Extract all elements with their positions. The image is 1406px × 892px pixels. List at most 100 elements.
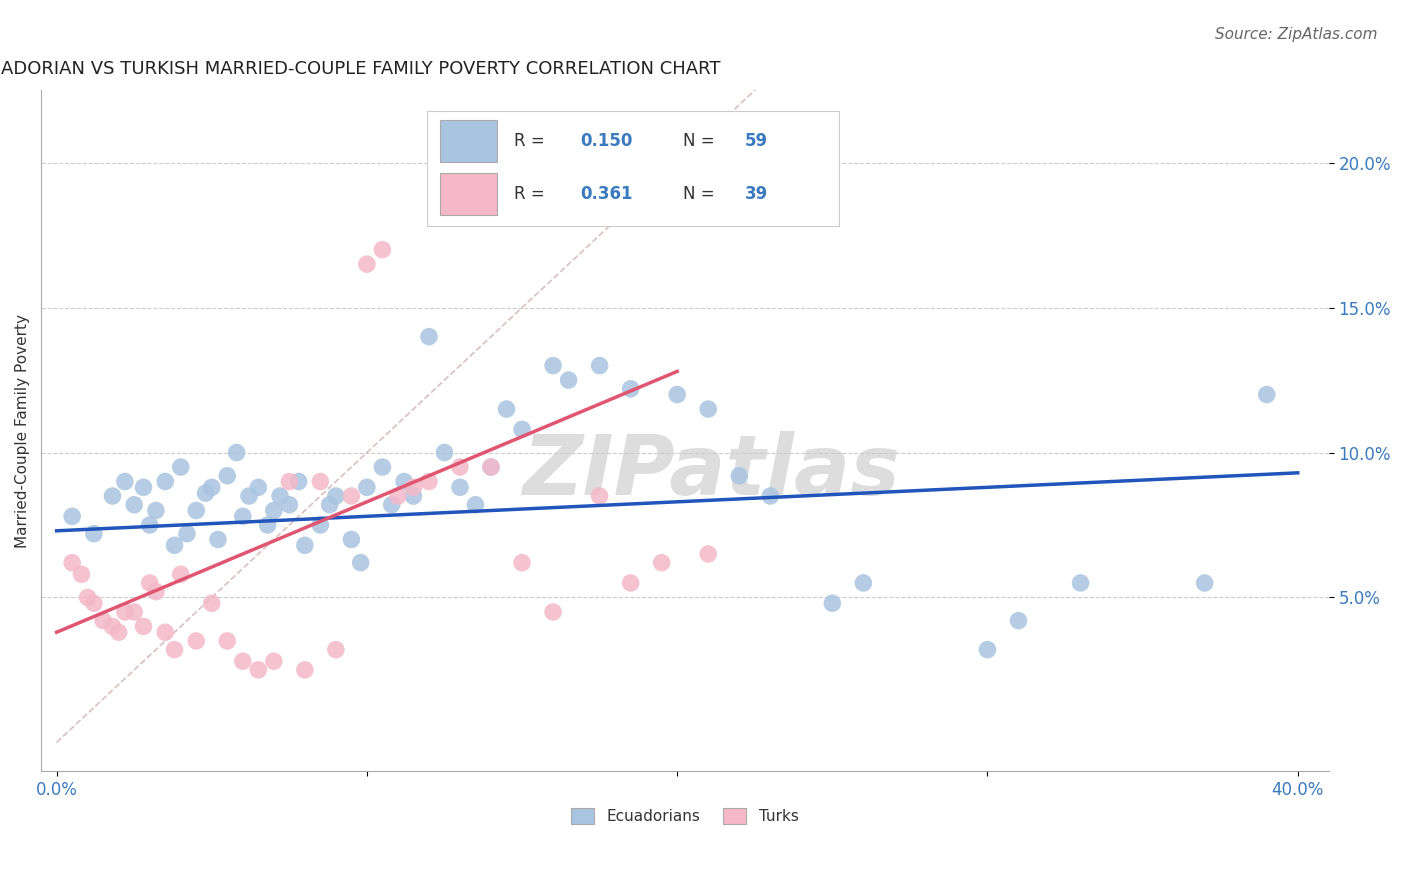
Point (1256, 387, 1278, 401)
Point (541, 359, 564, 373)
Point (83, 596, 105, 610)
Point (194, 486, 217, 500)
Point (247, 663, 270, 677)
Point (132, 480, 155, 494)
Point (232, 654, 254, 668)
Point (114, 605, 136, 619)
Point (122, 498, 145, 512)
Point (186, 503, 208, 517)
Point (697, 547, 720, 561)
Point (122, 605, 145, 619)
Point (340, 533, 363, 547)
Point (418, 329, 440, 343)
Point (620, 382, 643, 396)
Point (588, 359, 610, 373)
Point (186, 634, 208, 648)
Point (1007, 614, 1029, 628)
Point (294, 538, 316, 552)
Point (309, 518, 332, 533)
Point (101, 619, 124, 633)
Point (91, 614, 114, 628)
Point (163, 538, 186, 552)
Point (170, 460, 193, 475)
Point (155, 475, 177, 489)
Point (138, 576, 160, 591)
Point (356, 257, 378, 271)
Point (510, 422, 533, 436)
Point (402, 480, 425, 494)
Point (387, 489, 409, 503)
Point (201, 480, 224, 494)
Point (651, 556, 673, 570)
Point (60, 556, 83, 570)
Point (269, 489, 291, 503)
Point (247, 480, 270, 494)
Point (101, 489, 124, 503)
Point (557, 373, 579, 387)
Point (60, 509, 83, 524)
Point (510, 556, 533, 570)
Point (225, 445, 247, 459)
Point (201, 596, 224, 610)
Point (256, 518, 278, 533)
Point (479, 460, 502, 475)
Point (325, 489, 347, 503)
Point (392, 475, 415, 489)
Point (294, 663, 316, 677)
Text: ECUADORIAN VS TURKISH MARRIED-COUPLE FAMILY POVERTY CORRELATION CHART: ECUADORIAN VS TURKISH MARRIED-COUPLE FAM… (0, 60, 720, 78)
Point (620, 576, 643, 591)
Point (402, 489, 425, 503)
Point (697, 402, 720, 417)
Point (325, 642, 347, 657)
Point (479, 460, 502, 475)
Point (132, 619, 155, 633)
Point (238, 489, 260, 503)
Point (318, 498, 340, 512)
Point (278, 475, 301, 489)
Point (976, 642, 998, 657)
Point (728, 468, 751, 483)
Point (176, 526, 198, 541)
Point (138, 518, 160, 533)
Point (588, 489, 610, 503)
Point (541, 605, 564, 619)
Point (464, 498, 486, 512)
Point (433, 445, 456, 459)
Point (371, 243, 394, 257)
Point (1070, 576, 1092, 591)
Point (759, 489, 782, 503)
Point (371, 460, 394, 475)
Point (217, 634, 239, 648)
Point (155, 625, 177, 640)
Legend: Ecuadorians, Turks: Ecuadorians, Turks (564, 800, 806, 832)
Point (381, 498, 404, 512)
Point (70, 567, 93, 582)
Point (207, 533, 229, 547)
Point (83, 526, 105, 541)
Point (449, 460, 471, 475)
Text: Source: ZipAtlas.com: Source: ZipAtlas.com (1215, 27, 1378, 42)
Point (350, 556, 373, 570)
Point (278, 498, 301, 512)
Point (107, 625, 129, 640)
Point (356, 480, 378, 494)
Point (145, 584, 167, 599)
Y-axis label: Married-Couple Family Poverty: Married-Couple Family Poverty (15, 314, 30, 548)
Point (163, 642, 186, 657)
Point (263, 654, 285, 668)
Point (1194, 576, 1216, 591)
Point (76, 591, 98, 605)
Point (340, 489, 363, 503)
Point (114, 475, 136, 489)
Point (263, 503, 285, 517)
Point (821, 596, 844, 610)
Point (418, 475, 440, 489)
Point (495, 402, 517, 417)
Point (666, 387, 689, 401)
Point (217, 468, 239, 483)
Point (145, 503, 167, 517)
Point (287, 475, 309, 489)
Point (852, 576, 875, 591)
Point (309, 475, 332, 489)
Point (232, 509, 254, 524)
